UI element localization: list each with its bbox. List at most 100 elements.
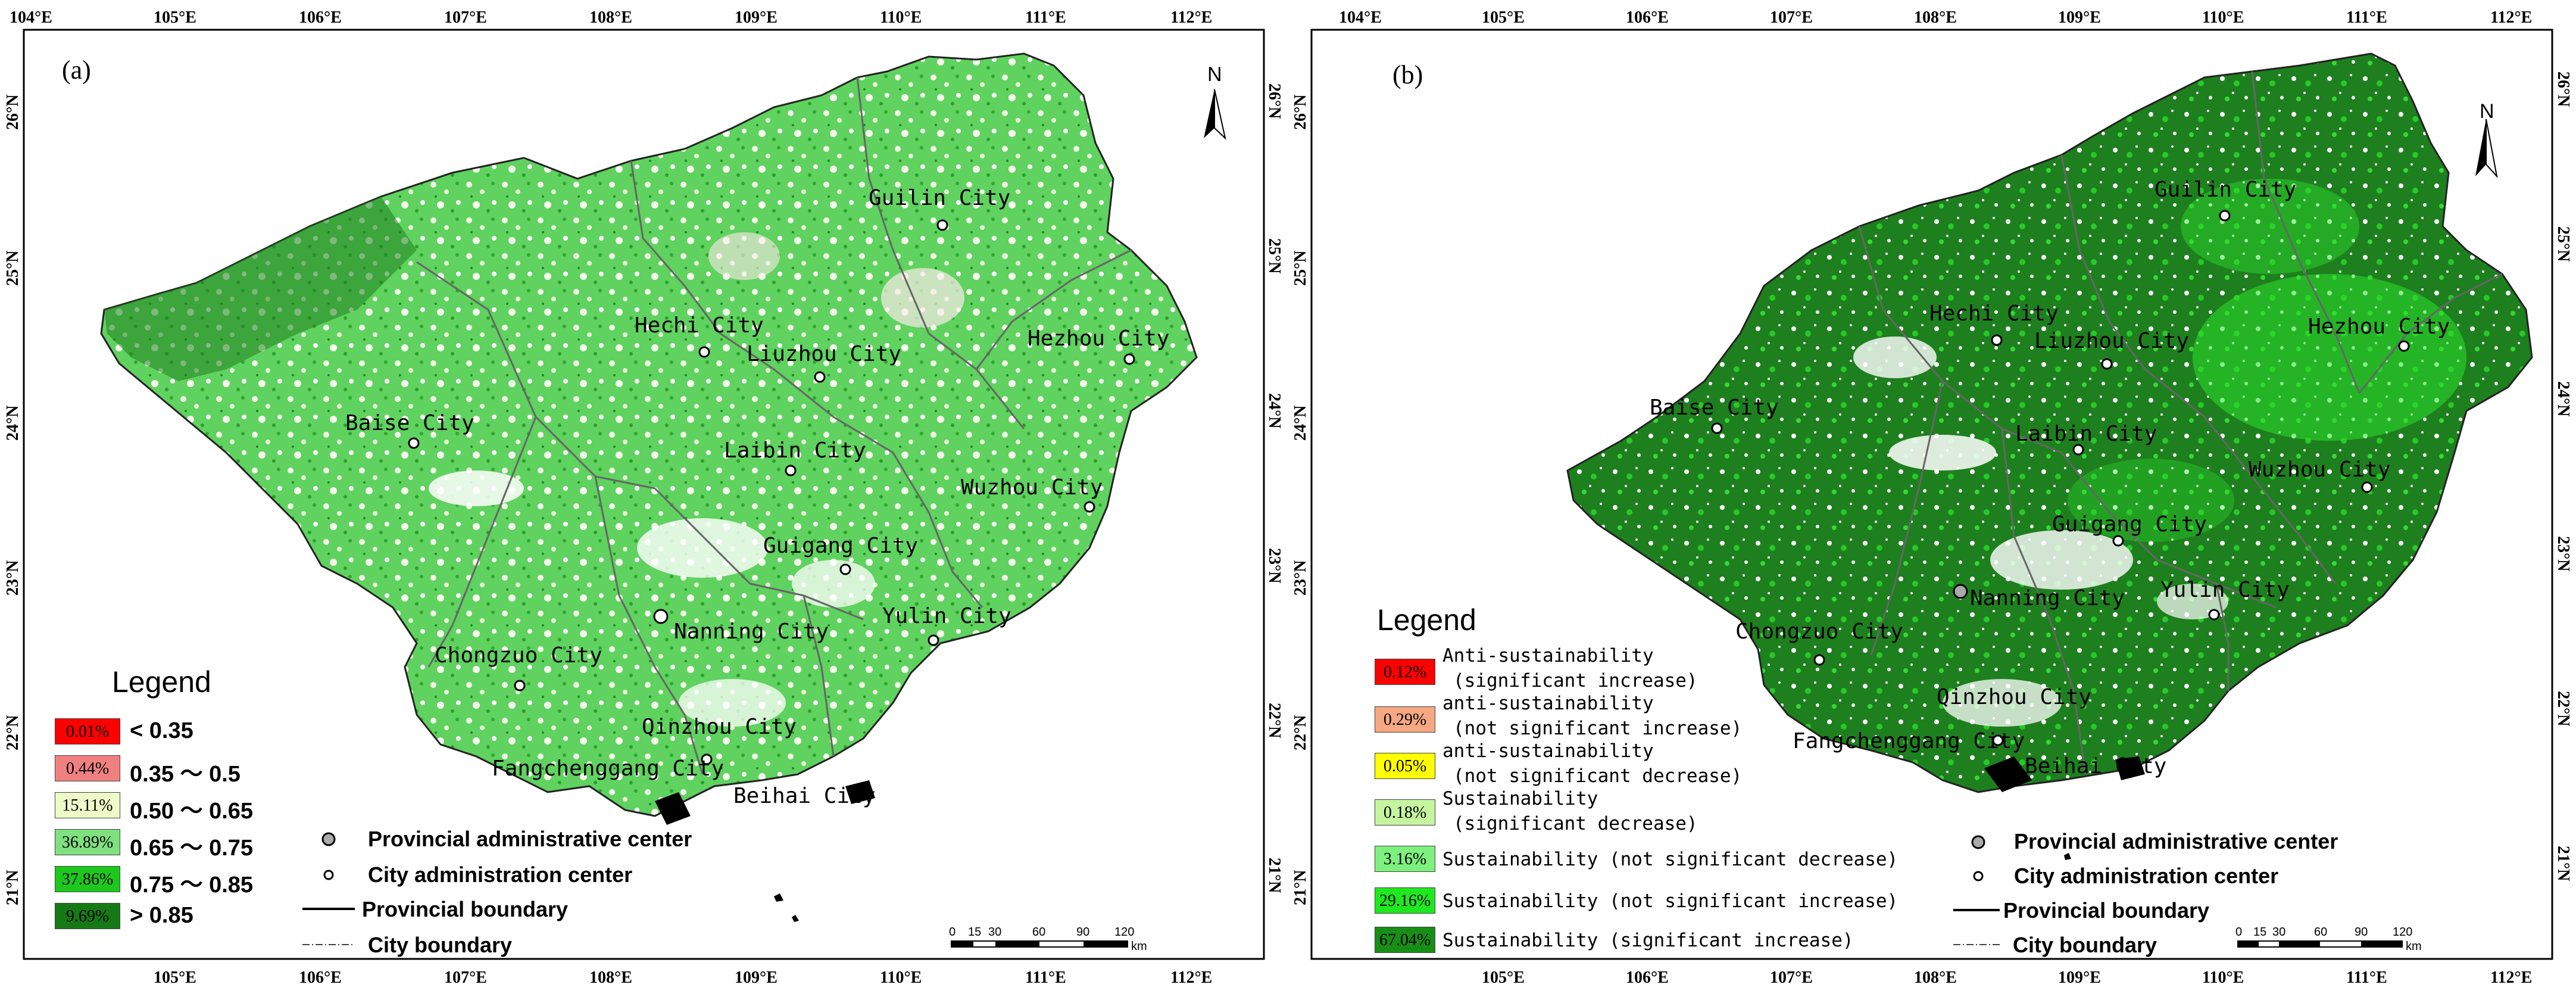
city-marker-hezhou [1123, 353, 1135, 365]
north-arrow-icon [2475, 119, 2498, 179]
scale-tick: 30 [2272, 926, 2286, 939]
legend-swatch: 0.12% [1375, 659, 1435, 685]
tick-label: 22°N [2554, 691, 2572, 727]
city-boundaries [416, 77, 1132, 775]
provincial-center-symbol [1971, 835, 1985, 849]
tick-label: 112°E [2490, 8, 2533, 27]
city-label-hechi: Hechi City [635, 313, 764, 338]
tick-label: 108°E [589, 968, 632, 987]
legend-swatch: 0.01% [55, 718, 120, 744]
legend-label: anti-sustainability [1442, 693, 1654, 714]
city-marker-hechi [1991, 334, 2003, 346]
tick-label: 106°E [1626, 968, 1669, 987]
city-marker-guilin [2219, 210, 2231, 222]
coast-island [1984, 756, 2032, 792]
tick-label: 110°E [880, 8, 922, 27]
legend-swatch: 0.29% [1375, 706, 1435, 733]
map-frame [1310, 29, 2553, 960]
tick-label: 22°N [1291, 715, 1310, 750]
city-markers [1711, 210, 2410, 746]
legend-label: 0.75 ～ 0.85 [130, 873, 254, 898]
tick-label: 22°N [1265, 703, 1284, 739]
guangxi-province-area [1566, 52, 2533, 793]
scale-bar [951, 940, 1128, 948]
city-marker-baise [1711, 422, 1723, 434]
city-marker-chongzuo [514, 680, 526, 691]
legend-title: Legend [1377, 603, 1476, 637]
legend-swatch: 0.44% [55, 755, 120, 781]
city-label-guigang: Guigang City [763, 534, 919, 558]
city-label-guigang: Guigang City [2052, 512, 2207, 537]
city-center-symbol [1973, 871, 1984, 881]
legend-label-sub: (not significant decrease) [1453, 765, 1743, 787]
tick-label: 110°E [2202, 8, 2244, 27]
city-marker-qinzhou [1992, 734, 2004, 746]
tick-label: 106°E [299, 968, 342, 987]
tick-label: 107°E [1770, 968, 1813, 987]
legend-swatch: 15.11% [55, 792, 120, 818]
city-marker-guilin [936, 219, 948, 231]
tick-label: 25°N [4, 250, 22, 286]
city-marker-wuzhou [2361, 481, 2373, 493]
white-patch [1990, 530, 2133, 590]
legend-provincial-center: Provincial administrative center [2014, 829, 2338, 853]
coast-island [774, 893, 783, 902]
provincial-center-symbol [321, 832, 336, 846]
guangxi-province-area [100, 52, 1198, 817]
legend-title: Legend [112, 665, 211, 699]
tick-label: 26°N [2554, 71, 2572, 107]
map-canvas-b [1310, 29, 2553, 960]
city-label-qinzhou: Qinzhou City [642, 715, 797, 739]
scale-tick: 15 [968, 926, 982, 939]
bright-green-region [2068, 459, 2234, 542]
city-label-yulin: Yulin City [882, 604, 1011, 628]
tick-label: 104°E [1339, 8, 1382, 27]
city-label-chongzuo: Chongzuo City [1735, 619, 1903, 644]
city-label-fangchenggang: Fangchenggang City [492, 756, 725, 781]
city-label-beihai: Beihai City [2025, 754, 2167, 778]
tick-label: 109°E [2058, 968, 2101, 987]
legend-swatch: 0.05% [1375, 753, 1435, 779]
scale-tick: 90 [2355, 926, 2368, 939]
city-label-fangchenggang: Fangchenggang City [1793, 729, 2025, 753]
scale-unit: km [2406, 940, 2422, 953]
tick-label: 24°N [2554, 381, 2572, 417]
city-label-wuzhou: Wuzhou City [2249, 457, 2391, 482]
tick-label: 106°E [299, 8, 342, 27]
tick-label: 108°E [1914, 968, 1957, 987]
coast-island [655, 792, 691, 825]
legend-city-center: City administration center [2014, 864, 2279, 888]
tick-label: 23°N [1291, 560, 1310, 596]
legend-city-boundary: City boundary [368, 933, 513, 957]
tick-label: 110°E [880, 968, 922, 987]
tick-label: 105°E [1482, 968, 1525, 987]
tick-label: 112°E [2490, 968, 2533, 987]
legend-swatch: 3.16% [1375, 846, 1435, 872]
scale-tick: 0 [949, 926, 956, 939]
tick-label: 105°E [1482, 8, 1525, 27]
scale-tick: 30 [988, 926, 1002, 939]
city-label-beihai: Beihai City [733, 784, 876, 808]
city-label-guilin: Guilin City [869, 186, 1011, 210]
map-panel-a: 104°E 105°E 106°E 107°E 108°E 109°E 110°… [4, 8, 1284, 987]
scale-unit: km [1131, 940, 1147, 953]
scale-tick: 90 [1076, 926, 1090, 939]
city-label-laibin: Laibin City [2015, 422, 2157, 446]
panel-label: (a) [62, 55, 91, 85]
legend-label-sub: (not significant increase) [1453, 718, 1743, 739]
tick-label: 111°E [1025, 968, 1066, 987]
city-label-liuzhou: Liuzhou City [2034, 329, 2190, 353]
tick-label: 109°E [2058, 8, 2101, 27]
tick-label: 106°E [1626, 8, 1669, 27]
legend-swatch: 29.16% [1375, 887, 1435, 914]
dark-green-region [104, 197, 417, 381]
legend-label: Sustainability (not significant decrease… [1442, 849, 1899, 870]
provincial-marker-nanning [1953, 584, 1968, 599]
tick-label: 24°N [1291, 405, 1310, 441]
tick-label: 112°E [1170, 8, 1213, 27]
legend-provincial-boundary: Provincial boundary [2003, 898, 2210, 923]
tick-label: 26°N [1291, 94, 1310, 130]
tick-label: 107°E [444, 968, 487, 987]
city-label-chongzuo: Chongzuo City [435, 643, 602, 668]
legend-provincial-boundary: Provincial boundary [362, 897, 569, 921]
